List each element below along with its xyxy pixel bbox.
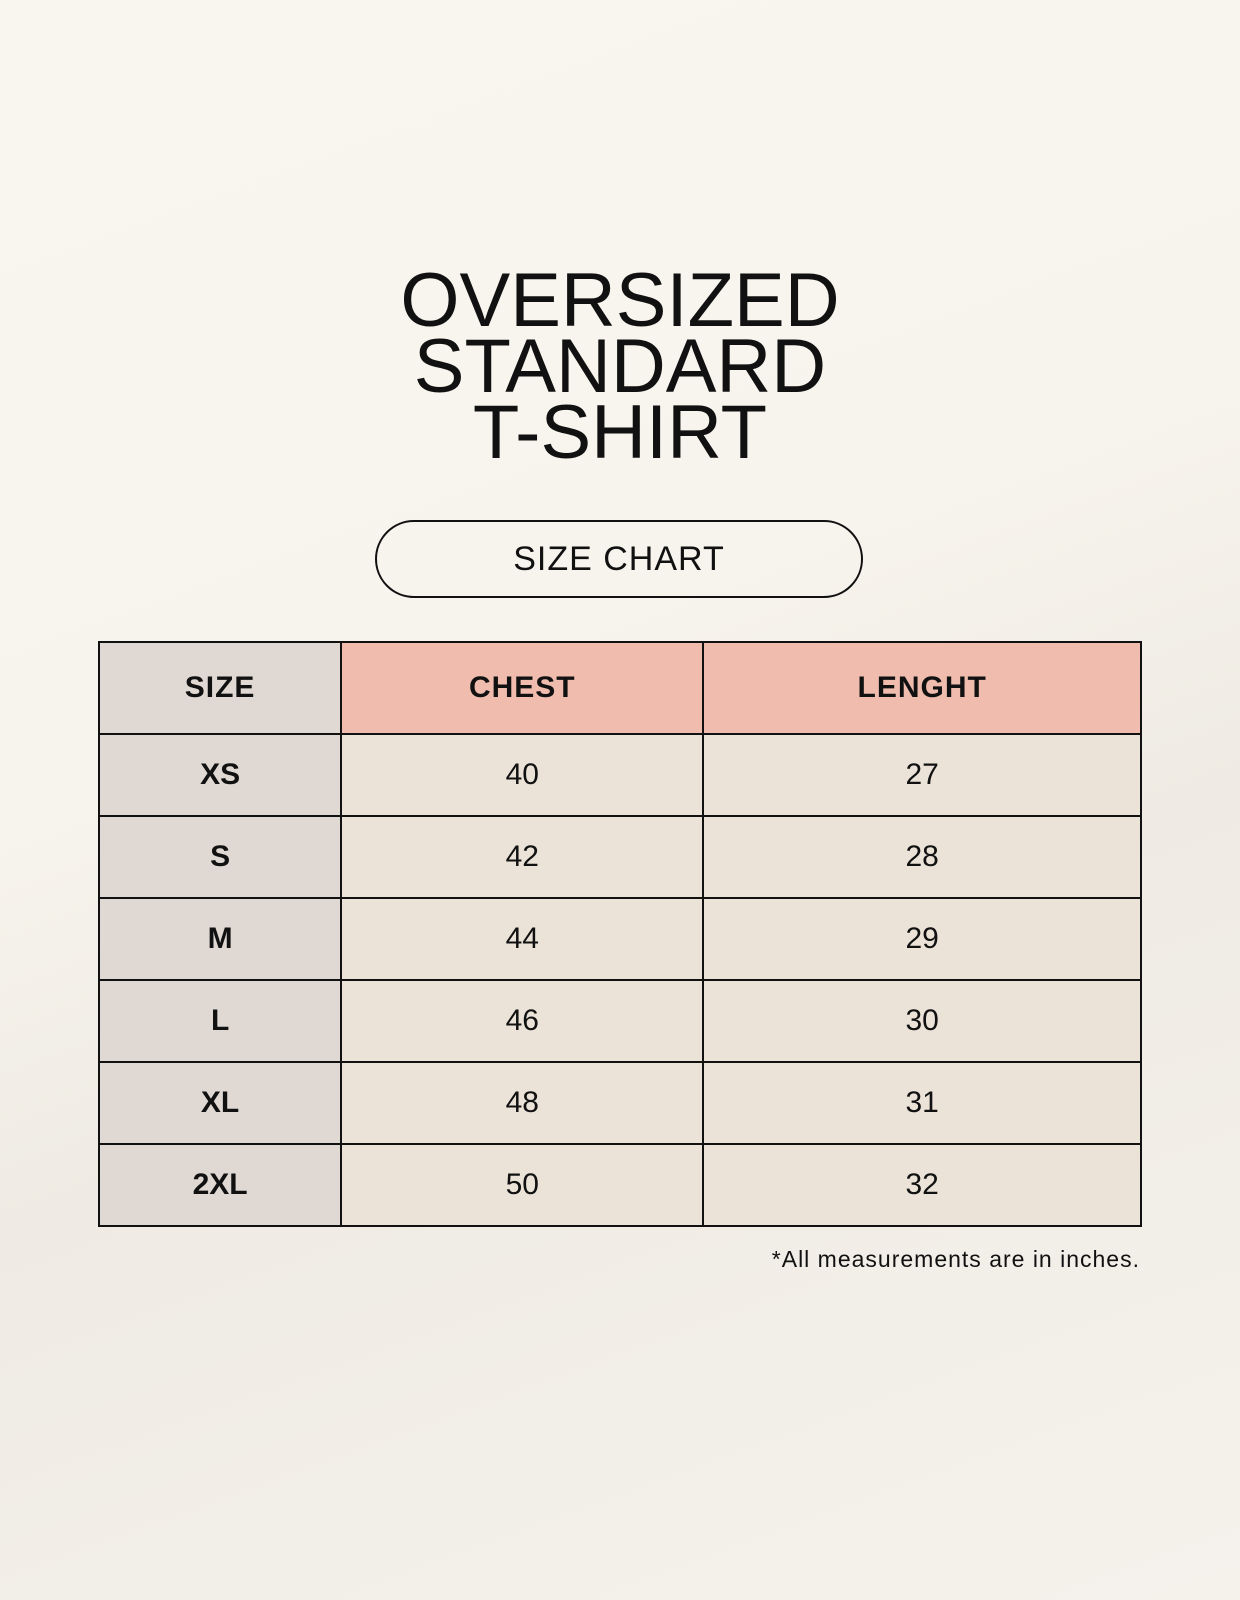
chest-cell: 50: [340, 1143, 705, 1227]
title-line: STANDARD: [413, 324, 827, 409]
table-row: L 46 30: [97, 979, 1142, 1063]
size-table: SIZE CHEST LENGHT XS 40 27 S 42 28 M 44 29 L 46 30 X…: [97, 641, 1142, 1227]
length-cell: 27: [702, 733, 1142, 817]
chest-cell: 46: [340, 979, 705, 1063]
title-line: T-SHIRT: [472, 390, 768, 475]
size-cell: L: [97, 979, 343, 1063]
chest-cell: 44: [340, 897, 705, 981]
size-chart-badge: SIZE CHART: [375, 520, 863, 598]
table-row: M 44 29: [97, 897, 1142, 981]
chest-cell: 42: [340, 815, 705, 899]
length-cell: 28: [702, 815, 1142, 899]
chest-cell: 48: [340, 1061, 705, 1145]
table-row: XL 48 31: [97, 1061, 1142, 1145]
footnote: *All measurements are in inches.: [771, 1246, 1140, 1272]
length-cell: 31: [702, 1061, 1142, 1145]
table-header-row: SIZE CHEST LENGHT: [97, 641, 1142, 735]
chest-cell: 40: [340, 733, 705, 817]
length-cell: 32: [702, 1143, 1142, 1227]
header-chest: CHEST: [340, 641, 705, 735]
size-cell: XL: [97, 1061, 343, 1145]
size-cell: S: [97, 815, 343, 899]
size-cell: M: [97, 897, 343, 981]
length-cell: 29: [702, 897, 1142, 981]
header-size: SIZE: [97, 641, 343, 735]
size-cell: 2XL: [97, 1143, 343, 1227]
header-length: LENGHT: [702, 641, 1142, 735]
title-line: OVERSIZED: [400, 258, 840, 343]
size-cell: XS: [97, 733, 343, 817]
table-row: S 42 28: [97, 815, 1142, 899]
table-row: 2XL 50 32: [97, 1143, 1142, 1227]
length-cell: 30: [702, 979, 1142, 1063]
table-row: XS 40 27: [97, 733, 1142, 817]
page-title: OVERSIZED STANDARD T-SHIRT: [0, 258, 1240, 475]
